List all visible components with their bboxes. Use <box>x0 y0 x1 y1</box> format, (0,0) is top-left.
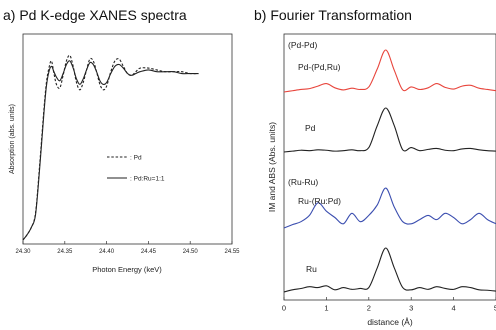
group-label-ru-ru: (Ru-Ru) <box>288 177 318 187</box>
chart-a-x-tick-label: 24.50 <box>183 249 199 255</box>
chart-b-x-ticks: 0 1 2 3 4 5 <box>282 297 496 313</box>
chart-b-x-tick-label: 1 <box>324 304 328 313</box>
group-label-pd-pd: (Pd-Pd) <box>288 40 317 50</box>
chart-a-x-tick-label: 24.40 <box>99 249 115 255</box>
chart-a-x-tick-label: 24.35 <box>57 249 73 255</box>
chart-b-series-3-line <box>283 247 496 293</box>
chart-b-x-tick-label: 5 <box>494 304 496 313</box>
chart-a-x-ticks: 24.30 24.35 24.40 24.45 24.50 24.55 <box>15 241 240 255</box>
series-label-ru-rupd: Ru-(Ru:Pd) <box>298 196 341 206</box>
chart-b-x-tick-label: 2 <box>367 304 371 313</box>
legend-pd-label: : Pd <box>130 155 142 162</box>
chart-b-x-tick-label: 0 <box>282 304 286 313</box>
chart-a-frame <box>22 33 233 245</box>
chart-b-frame <box>283 33 496 301</box>
series-label-pd-pdru: Pd-(Pd,Ru) <box>298 62 341 72</box>
chart-a-x-tick-label: 24.30 <box>15 249 31 255</box>
chart-a-x-tick-label: 24.55 <box>224 249 240 255</box>
series-label-ru: Ru <box>306 264 317 274</box>
chart-a-series-0-line <box>22 54 199 241</box>
chart-b-series-2-line <box>283 187 496 229</box>
chart-b-series <box>283 49 496 293</box>
chart-a-title: a) Pd K-edge XANES spectra <box>3 7 187 23</box>
chart-a-series-1-line <box>22 60 199 241</box>
chart-b-xlabel: distance (Å) <box>367 317 413 327</box>
series-label-pd: Pd <box>305 123 316 133</box>
chart-a-ylabel: Absorption (abs. units) <box>9 104 16 174</box>
chart-b-x-tick-label: 4 <box>452 304 456 313</box>
chart-b-title: b) Fourier Transformation <box>254 7 412 23</box>
legend-pdru-label: : Pd:Ru=1:1 <box>130 176 165 183</box>
chart-a-x-tick-label: 24.45 <box>141 249 157 255</box>
chart-b-x-tick-label: 3 <box>409 304 413 313</box>
chart-b-series-1-line <box>283 107 496 153</box>
chart-a-series <box>22 54 199 241</box>
chart-b-series-0-line <box>283 49 496 93</box>
chart-b-ylabel: IM and ABS (Abs. units) <box>267 122 277 212</box>
chart-a-xlabel: Photon Energy (keV) <box>92 265 162 274</box>
